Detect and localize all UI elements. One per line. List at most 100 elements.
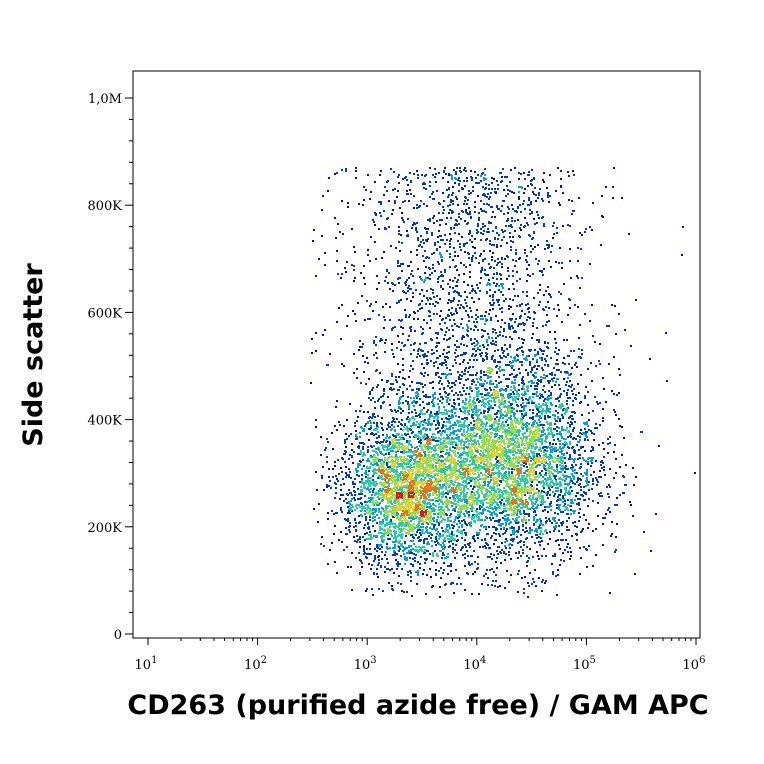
event-point (473, 550, 475, 552)
event-point (443, 362, 445, 364)
event-point (369, 531, 371, 533)
event-point (439, 596, 441, 598)
event-point (364, 539, 366, 541)
event-point (561, 414, 563, 416)
event-point (336, 478, 338, 480)
event-point (408, 517, 410, 519)
event-point (477, 489, 479, 491)
event-point (390, 533, 392, 535)
event-point (360, 450, 362, 452)
event-point (495, 458, 497, 460)
event-point (374, 502, 376, 504)
event-point (562, 539, 564, 541)
event-point (541, 367, 543, 369)
event-point (544, 478, 546, 480)
event-point (552, 517, 554, 519)
event-point (380, 492, 382, 494)
event-point (518, 499, 520, 501)
event-point (329, 549, 331, 551)
event-point (431, 528, 433, 530)
event-point (468, 482, 470, 484)
event-point (516, 410, 518, 412)
event-point (547, 446, 549, 448)
event-point (511, 484, 513, 486)
event-point (436, 553, 438, 555)
event-point (540, 527, 542, 529)
event-point (390, 490, 392, 492)
event-point (435, 544, 437, 546)
event-point (401, 534, 403, 536)
event-point (500, 457, 502, 459)
event-point (429, 429, 431, 431)
event-point (396, 563, 398, 565)
event-point (375, 441, 377, 443)
event-point (540, 450, 542, 452)
event-point (492, 497, 494, 499)
event-point (552, 414, 554, 416)
event-point (455, 569, 457, 571)
event-point (487, 584, 489, 586)
event-point (495, 539, 497, 541)
event-point (430, 451, 432, 453)
event-point (397, 474, 399, 476)
event-point (449, 527, 451, 529)
event-point (401, 543, 403, 545)
event-point (408, 533, 410, 535)
event-point (368, 489, 370, 491)
event-point (600, 492, 602, 494)
event-point (349, 525, 351, 527)
event-point (419, 529, 421, 531)
event-point (368, 378, 370, 380)
event-point (533, 508, 535, 510)
event-point (439, 456, 441, 458)
event-point (476, 419, 478, 421)
event-point (409, 552, 411, 554)
event-point (420, 444, 422, 446)
event-point (398, 534, 400, 536)
event-point (485, 547, 487, 549)
event-point (473, 492, 475, 494)
event-point (424, 453, 426, 455)
event-point (398, 445, 400, 447)
event-point (427, 532, 429, 534)
event-point (369, 508, 371, 510)
event-point (465, 480, 467, 482)
event-point (523, 510, 525, 512)
event-point (368, 428, 370, 430)
event-point (499, 535, 501, 537)
event-point (445, 496, 447, 498)
event-point (464, 407, 466, 409)
event-point (417, 561, 419, 563)
event-point (425, 510, 427, 512)
event-point (562, 495, 564, 497)
event-point (398, 575, 400, 577)
event-point (482, 546, 484, 548)
event-point (470, 427, 472, 429)
event-point (412, 548, 414, 550)
event-point (348, 508, 350, 510)
event-point (391, 446, 393, 448)
event-point (383, 467, 385, 469)
event-point (396, 497, 398, 499)
event-point (547, 342, 549, 344)
event-point (489, 428, 491, 430)
event-point (392, 547, 394, 549)
event-point (414, 447, 416, 449)
event-point (554, 423, 556, 425)
event-point (401, 487, 403, 489)
event-point (366, 588, 368, 590)
event-point (446, 411, 448, 413)
event-point (455, 476, 457, 478)
event-point (430, 515, 432, 517)
event-point (478, 516, 480, 518)
event-point (348, 468, 350, 470)
event-point (624, 484, 626, 486)
event-point (565, 465, 567, 467)
event-point (407, 474, 409, 476)
event-point (427, 424, 429, 426)
event-point (381, 546, 383, 548)
event-point (444, 471, 446, 473)
event-point (391, 585, 393, 587)
event-point (535, 514, 537, 516)
